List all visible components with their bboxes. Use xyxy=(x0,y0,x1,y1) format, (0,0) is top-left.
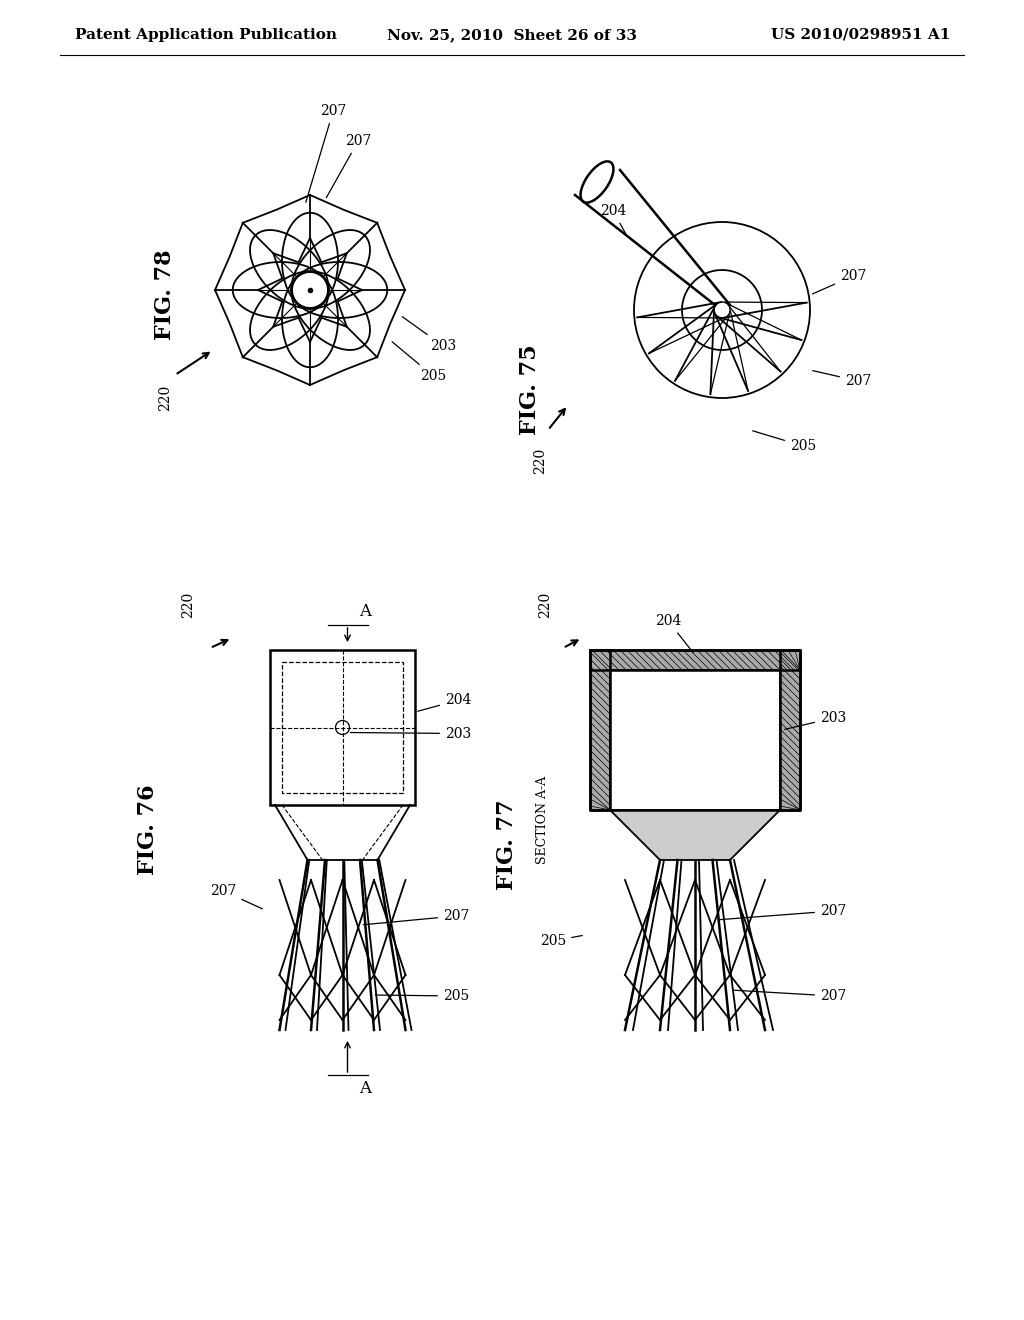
Text: FIG. 78: FIG. 78 xyxy=(154,249,176,341)
Text: 204: 204 xyxy=(600,205,627,235)
Text: FIG. 77: FIG. 77 xyxy=(496,800,518,890)
Polygon shape xyxy=(780,649,800,810)
Text: 203: 203 xyxy=(350,726,471,741)
Text: 203: 203 xyxy=(402,317,457,352)
Text: FIG. 75: FIG. 75 xyxy=(519,345,541,436)
Text: 220: 220 xyxy=(534,447,547,474)
Text: 205: 205 xyxy=(375,989,469,1003)
Polygon shape xyxy=(590,649,800,671)
Text: A: A xyxy=(359,1080,372,1097)
Text: A: A xyxy=(359,603,372,620)
Text: SECTION A-A: SECTION A-A xyxy=(537,776,550,865)
Text: 203: 203 xyxy=(784,711,846,730)
Text: 207: 207 xyxy=(306,104,346,202)
Text: Patent Application Publication: Patent Application Publication xyxy=(75,28,337,42)
Text: 204: 204 xyxy=(418,693,471,711)
Text: 204: 204 xyxy=(655,614,693,653)
Polygon shape xyxy=(590,649,610,810)
Text: 205: 205 xyxy=(540,935,583,948)
Text: 207: 207 xyxy=(364,909,469,925)
Bar xyxy=(270,649,415,805)
Text: 207: 207 xyxy=(733,989,847,1003)
Text: 207: 207 xyxy=(812,269,866,294)
Polygon shape xyxy=(610,810,780,861)
Text: 207: 207 xyxy=(813,371,871,388)
Text: 207: 207 xyxy=(327,135,372,198)
Text: FIG. 76: FIG. 76 xyxy=(137,784,159,875)
Text: Nov. 25, 2010  Sheet 26 of 33: Nov. 25, 2010 Sheet 26 of 33 xyxy=(387,28,637,42)
Text: 220: 220 xyxy=(158,385,172,412)
Text: US 2010/0298951 A1: US 2010/0298951 A1 xyxy=(771,28,950,42)
Text: 220: 220 xyxy=(181,591,195,618)
Text: 205: 205 xyxy=(753,430,816,453)
Bar xyxy=(282,663,403,793)
Text: 220: 220 xyxy=(538,591,552,618)
Text: 205: 205 xyxy=(392,342,446,383)
Text: 207: 207 xyxy=(210,884,262,909)
Text: 207: 207 xyxy=(718,904,847,920)
